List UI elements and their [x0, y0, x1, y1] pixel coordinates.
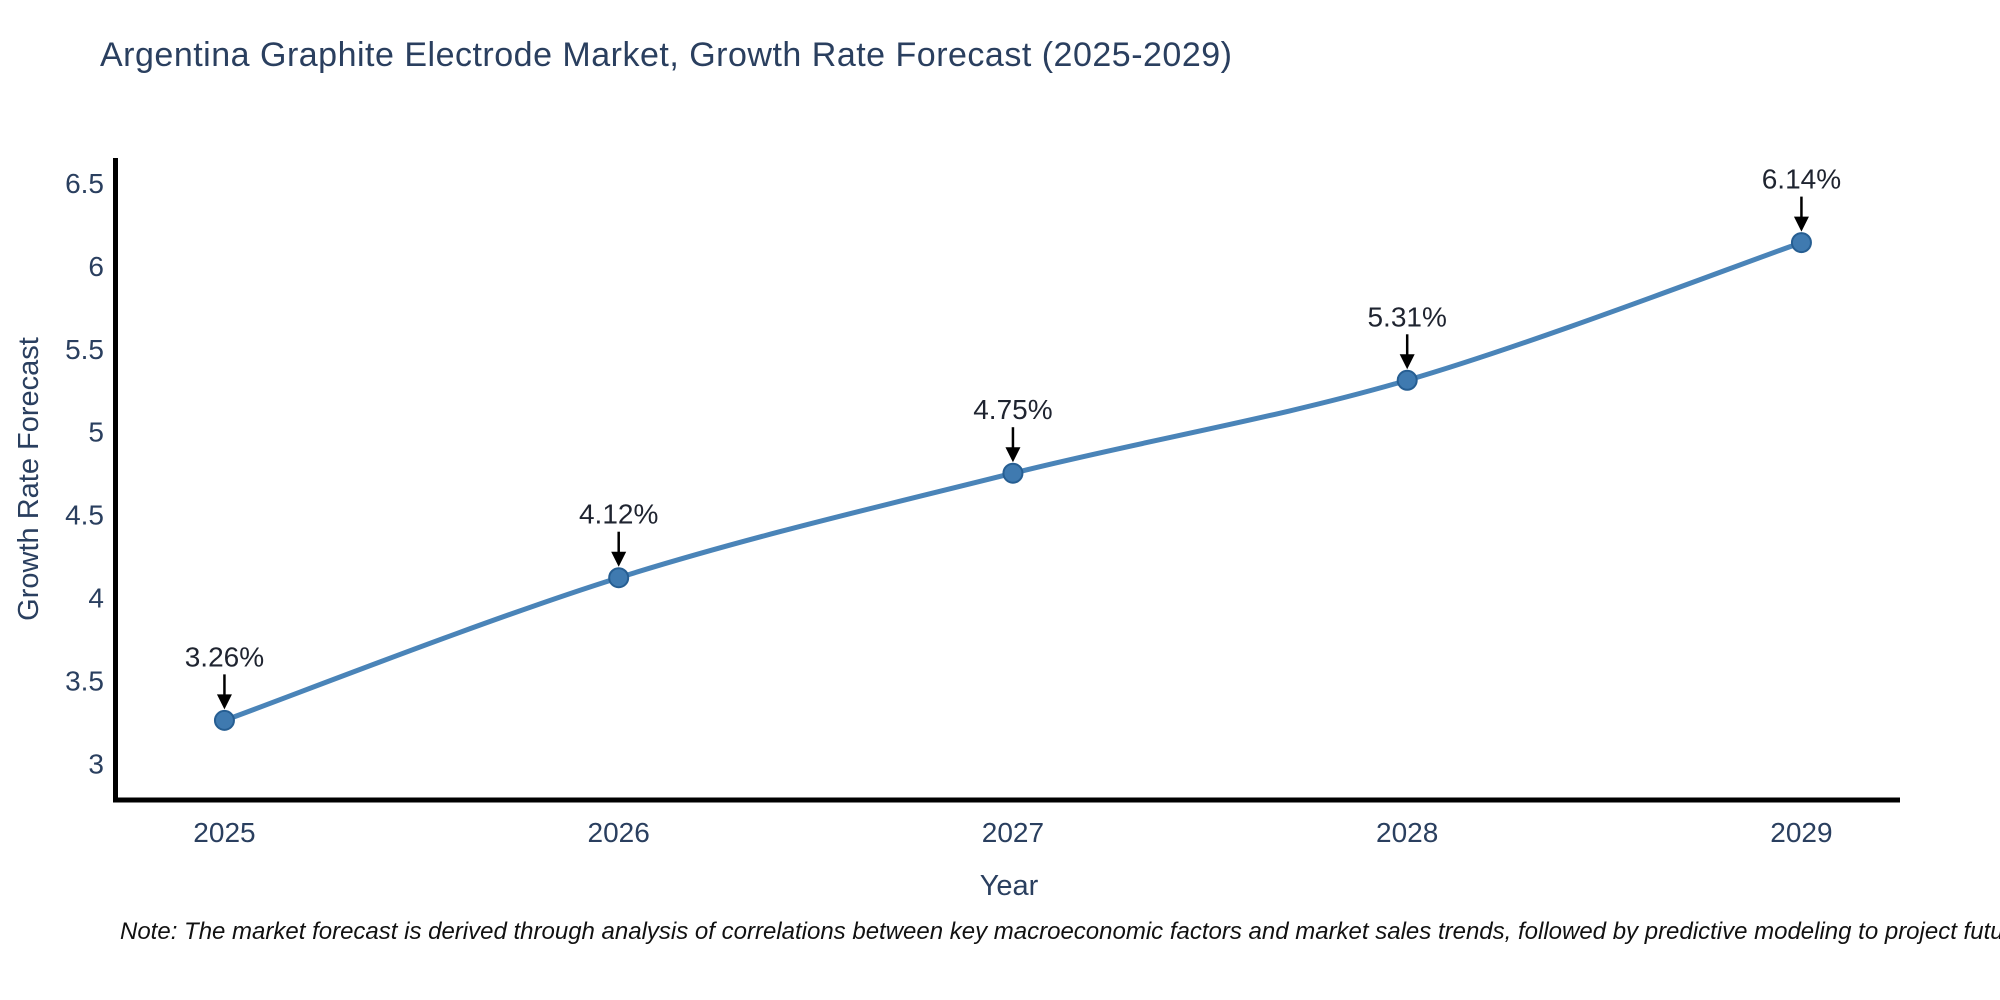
x-tick-label: 2027 — [982, 817, 1044, 848]
y-tick-label: 3.5 — [65, 666, 104, 697]
x-axis-title: Year — [980, 870, 1039, 902]
y-tick-label: 6 — [88, 251, 104, 282]
data-point-marker — [1396, 369, 1418, 391]
x-tick-label: 2029 — [1770, 817, 1832, 848]
x-tick-label: 2028 — [1376, 817, 1438, 848]
y-tick-label: 6.5 — [65, 168, 104, 199]
data-point-marker — [1790, 232, 1812, 254]
data-point-annotation: 4.75% — [973, 394, 1053, 463]
y-tick-labels: 3 3.5 4 4.5 5 5.5 6 6.5 — [65, 168, 104, 780]
x-tick-labels: 2025 2026 2027 2028 2029 — [193, 817, 1832, 848]
y-tick-label: 4 — [88, 583, 104, 614]
data-point-label: 6.14% — [1762, 164, 1841, 195]
annotation-arrowhead-icon — [1399, 354, 1415, 370]
data-point-annotation: 6.14% — [1762, 164, 1841, 232]
x-tick-label: 2025 — [193, 817, 255, 848]
data-point-annotation: 5.31% — [1367, 301, 1447, 370]
annotation-arrowhead-icon — [1793, 216, 1809, 232]
data-point-marker — [608, 567, 630, 589]
y-tick-label: 3 — [88, 749, 104, 780]
y-tick-label: 5 — [88, 417, 104, 448]
footnote: Note: The market forecast is derived thr… — [120, 918, 2000, 945]
data-point-annotation: 3.26% — [185, 641, 264, 710]
data-point-label: 4.75% — [973, 394, 1052, 425]
data-point-label: 4.12% — [579, 499, 658, 530]
chart-title: Argentina Graphite Electrode Market, Gro… — [100, 36, 1233, 74]
data-point-marker — [1002, 462, 1024, 484]
data-point-label: 3.26% — [185, 641, 264, 672]
annotation-arrowhead-icon — [611, 551, 627, 567]
annotation-arrowhead-icon — [1005, 447, 1021, 463]
y-tick-label: 4.5 — [65, 500, 104, 531]
y-tick-label: 5.5 — [65, 334, 104, 365]
x-tick-label: 2026 — [588, 817, 650, 848]
y-axis-title: Growth Rate Forecast — [13, 337, 45, 621]
data-point-label: 5.31% — [1367, 301, 1446, 332]
data-point-annotations: 3.26% 4.12% 4.75% 5.31% 6.14% — [185, 164, 1841, 710]
data-point-markers — [213, 232, 1812, 731]
data-point-marker — [213, 709, 235, 731]
annotation-arrowhead-icon — [216, 694, 232, 710]
data-point-annotation: 4.12% — [579, 499, 658, 567]
